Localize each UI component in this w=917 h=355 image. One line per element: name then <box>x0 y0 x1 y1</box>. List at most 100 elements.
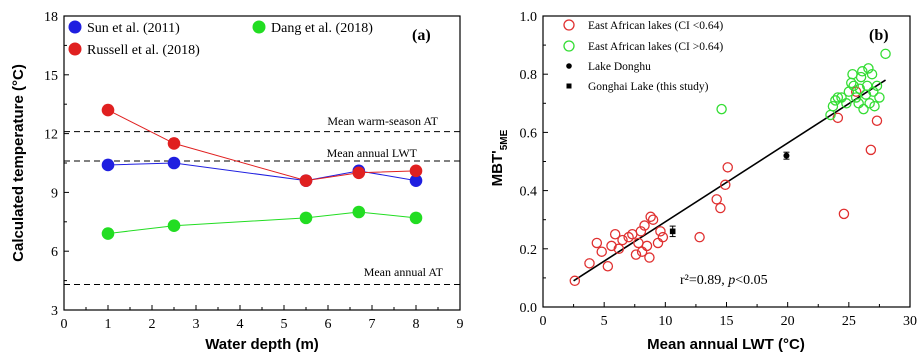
panel-b-frame <box>542 15 911 308</box>
data-point <box>865 144 877 156</box>
x-tick-label: 4 <box>237 317 244 332</box>
regression-line <box>573 79 886 282</box>
data-point <box>299 174 313 187</box>
legend-donghu-marker <box>566 63 572 69</box>
x-tick-label: 15 <box>720 314 734 329</box>
x-tick-label: 8 <box>413 317 420 332</box>
data-point <box>830 95 841 106</box>
y-title-subscript: 5ME <box>499 129 510 150</box>
data-point <box>101 227 115 240</box>
data-point <box>569 275 581 287</box>
data-point <box>715 202 726 214</box>
series-line <box>107 211 417 235</box>
data-point <box>623 231 634 243</box>
data-point <box>722 162 733 173</box>
ref-label-warm-season-at: Mean warm-season AT <box>327 114 438 128</box>
x-tick-label: 1 <box>105 317 112 332</box>
annotation-p-value: <0.05 <box>735 273 767 288</box>
data-point <box>352 166 366 180</box>
panel-b-label: (b) <box>869 27 889 44</box>
data-point <box>613 243 625 255</box>
data-point <box>635 226 647 237</box>
panel-b-legend: East African lakes (CI <0.64) East Afric… <box>563 19 723 93</box>
data-point <box>716 103 727 115</box>
y-tick-label: 15 <box>44 69 58 84</box>
data-point <box>827 100 839 112</box>
x-tick-label: 6 <box>325 317 332 332</box>
data-point <box>855 71 867 83</box>
legend-ea-high-ci-label: East African lakes (CI >0.64) <box>588 41 723 53</box>
data-point <box>584 258 595 269</box>
data-point <box>846 77 857 89</box>
panel-b-ticks: 0 5 10 15 20 25 30 0.0 0.2 0.4 0.6 0.8 1.0 <box>520 10 917 329</box>
data-point <box>838 208 850 220</box>
data-point <box>596 246 607 257</box>
data-point <box>871 115 883 127</box>
data-point <box>847 68 858 80</box>
data-point <box>657 231 669 243</box>
panel-b: 0 5 10 15 20 25 30 0.0 0.2 0.4 0.6 0.8 1.0 (b) East … <box>489 10 917 353</box>
y-tick-label: 0.8 <box>520 68 538 83</box>
data-point <box>167 137 181 150</box>
x-tick-label: 5 <box>281 317 288 332</box>
x-tick-label: 0 <box>61 317 68 332</box>
data-point <box>409 211 423 225</box>
data-point <box>647 214 659 225</box>
data-point <box>167 219 181 233</box>
panel-a-legend: Sun et al. (2011) Russell et al. (2018) … <box>68 20 373 58</box>
x-tick-label: 3 <box>193 317 200 332</box>
data-point <box>639 220 650 231</box>
data-point <box>711 194 722 205</box>
panel-a-x-axis-title: Water depth (m) <box>205 336 319 353</box>
data-point <box>848 80 859 92</box>
data-point <box>871 80 883 92</box>
data-point <box>841 98 852 109</box>
y-tick-label: 3 <box>51 304 58 319</box>
panel-b-x-axis-title: Mean annual LWT (°C) <box>647 336 805 353</box>
data-point <box>869 100 880 112</box>
y-tick-label: 6 <box>51 245 58 260</box>
data-point <box>720 179 731 191</box>
x-tick-label: 9 <box>457 317 464 332</box>
data-point <box>655 226 666 237</box>
data-point <box>694 231 705 243</box>
y-tick-label: 0.4 <box>520 185 538 200</box>
x-tick-label: 25 <box>842 314 856 329</box>
legend-gonghai-marker <box>566 83 572 89</box>
regression-annotation: r²=0.89, p<0.05 <box>680 273 768 288</box>
panel-b-regression <box>573 79 886 282</box>
data-point <box>591 237 603 249</box>
data-point <box>652 237 664 249</box>
y-tick-label: 0.2 <box>520 243 538 258</box>
series-line <box>107 162 417 182</box>
data-point <box>641 240 653 252</box>
annotation-p: p <box>727 273 735 288</box>
legend-ea-low-ci-marker <box>563 19 575 31</box>
panel-a-series-lines <box>107 109 417 235</box>
x-tick-label: 0 <box>540 314 547 329</box>
legend-dang-label: Dang et al. (2018) <box>271 21 373 36</box>
x-tick-label: 5 <box>601 314 608 329</box>
data-point <box>850 92 862 103</box>
data-point <box>853 98 864 109</box>
data-point <box>602 261 614 272</box>
data-point <box>299 211 313 225</box>
legend-russell-marker <box>68 42 82 56</box>
data-point <box>644 252 655 263</box>
x-tick-label: 7 <box>369 317 376 332</box>
data-point <box>409 164 423 178</box>
data-point <box>858 103 869 115</box>
data-point <box>863 63 874 74</box>
y-tick-label: 12 <box>44 128 58 143</box>
legend-sun-label: Sun et al. (2011) <box>87 21 180 36</box>
data-point <box>669 228 676 235</box>
legend-donghu-label: Lake Donghu <box>588 61 651 73</box>
data-point <box>101 103 115 117</box>
y-tick-label: 9 <box>51 186 58 201</box>
legend-russell-label: Russell et al. (2018) <box>87 43 200 58</box>
y-tick-label: 0.0 <box>520 301 538 316</box>
panel-a-y-axis-title: Calculated temperature (°C) <box>10 64 27 262</box>
